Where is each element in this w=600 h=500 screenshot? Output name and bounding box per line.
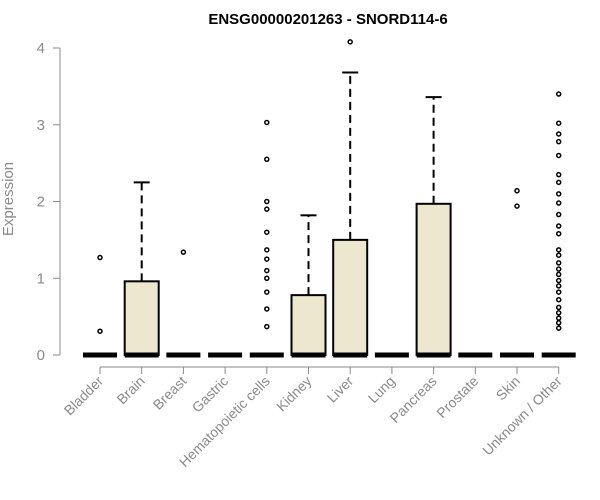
y-tick-label: 0 <box>37 347 45 364</box>
outlier-point <box>264 275 270 281</box>
box-rect <box>415 202 452 356</box>
box-group <box>415 96 452 358</box>
y-axis-label: Expression <box>0 162 17 236</box>
y-axis: 0 1 2 3 4 <box>37 40 61 364</box>
x-tick-label: Lung <box>365 373 398 406</box>
outlier-point <box>555 283 562 289</box>
outlier-point <box>555 310 562 316</box>
chart-title: ENSG00000201263 - SNORD114-6 <box>208 11 447 28</box>
outlier-point <box>555 320 562 326</box>
y-tick-label: 2 <box>37 194 45 211</box>
x-tick-label: Unknown / Other <box>479 373 565 459</box>
x-tick-label: Liver <box>324 373 357 406</box>
box-rect <box>123 280 160 357</box>
outlier-point <box>264 229 270 235</box>
box-group <box>249 119 284 358</box>
x-tick-label: Prostate <box>433 373 481 421</box>
y-tick-label: 3 <box>37 117 45 134</box>
x-tick-label: Brain <box>113 373 147 407</box>
outlier-point <box>555 252 562 258</box>
box-group <box>123 181 160 358</box>
outlier-point <box>555 200 562 206</box>
box-group <box>83 254 117 358</box>
outlier-point <box>555 211 562 218</box>
box-rect <box>290 294 327 357</box>
outlier-point <box>264 156 270 163</box>
x-tick-label: Skin <box>493 373 524 404</box>
outlier-point <box>555 271 562 278</box>
outlier-point <box>555 304 562 311</box>
box-group <box>541 91 576 358</box>
x-tick-label: Bladder <box>61 373 107 419</box>
outlier-point <box>555 260 562 266</box>
outlier-point <box>555 296 562 303</box>
outlier-point <box>264 289 270 295</box>
outlier-point <box>264 119 270 126</box>
outlier-point <box>555 230 562 237</box>
outlier-point <box>555 266 562 272</box>
y-tick-label: 1 <box>37 270 45 287</box>
outlier-point <box>555 152 562 159</box>
box-rect <box>332 238 369 356</box>
outlier-point <box>264 323 270 330</box>
boxes-layer <box>83 39 576 358</box>
outlier-point <box>555 315 562 321</box>
outlier-point <box>264 256 270 262</box>
outlier-point <box>555 247 562 253</box>
outlier-point <box>555 171 562 178</box>
outlier-point <box>555 138 562 145</box>
outlier-point <box>264 267 270 274</box>
box-group <box>290 214 327 358</box>
outlier-point <box>555 277 562 284</box>
x-tick-label: Breast <box>150 373 190 413</box>
outlier-point <box>264 198 270 205</box>
x-tick-label: Kidney <box>273 373 315 415</box>
outlier-point <box>555 120 562 126</box>
outlier-point <box>555 179 562 186</box>
outlier-point <box>555 325 562 331</box>
box-group <box>500 188 534 358</box>
outlier-point <box>347 39 353 45</box>
outlier-point <box>555 289 562 295</box>
y-tick-label: 4 <box>37 40 45 57</box>
outlier-point <box>180 249 187 255</box>
outlier-point <box>514 203 520 209</box>
outlier-point <box>555 223 562 229</box>
outlier-point <box>264 247 270 253</box>
outlier-point <box>555 191 562 197</box>
outlier-point <box>555 131 562 137</box>
box-group <box>166 249 201 358</box>
outlier-point <box>555 91 562 97</box>
outlier-point <box>97 254 103 261</box>
outlier-point <box>97 328 103 334</box>
box-group <box>332 39 369 358</box>
outlier-point <box>264 206 270 212</box>
outlier-point <box>514 188 520 194</box>
outlier-point <box>264 306 270 312</box>
